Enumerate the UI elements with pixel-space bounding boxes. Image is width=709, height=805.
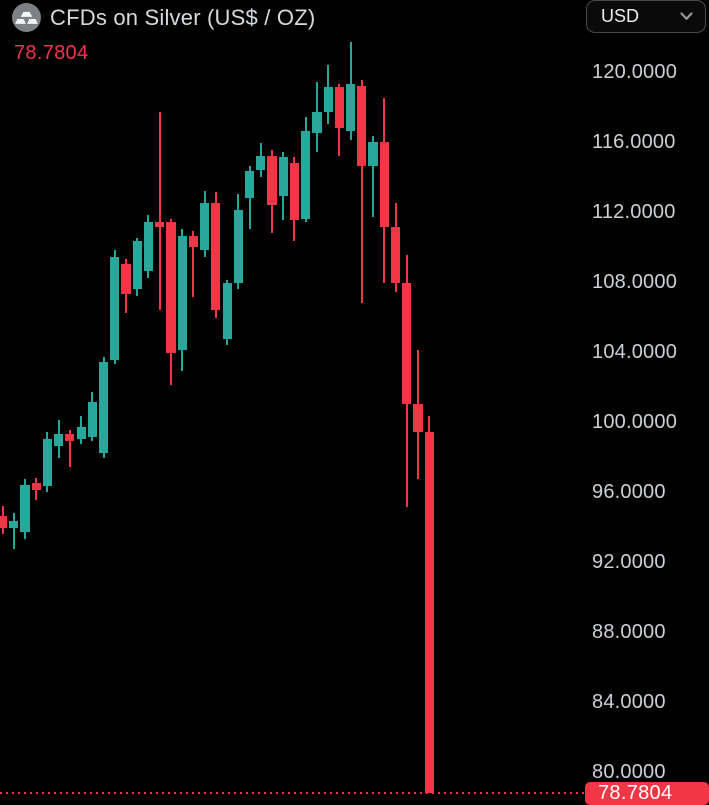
- candle-wick: [68, 430, 71, 468]
- candle-body: [9, 521, 19, 529]
- candle-body: [390, 227, 401, 284]
- price-axis-label: 84.0000: [592, 690, 666, 713]
- candle-body: [244, 171, 255, 198]
- price-axis-label: 116.0000: [592, 130, 676, 153]
- candle-body: [143, 222, 154, 272]
- candle-body: [402, 283, 412, 405]
- candle-body: [413, 404, 423, 433]
- candle-body: [200, 202, 210, 251]
- last-price-badge: 78.7804: [585, 781, 709, 805]
- price-axis-label: 100.0000: [592, 410, 678, 433]
- candle-body: [31, 482, 41, 490]
- currency-dropdown[interactable]: USD: [586, 0, 706, 33]
- candle-body: [121, 264, 131, 294]
- candle-body: [334, 87, 344, 128]
- candle-body: [379, 141, 389, 228]
- candle-wick: [12, 512, 15, 550]
- candle-wick: [372, 136, 375, 217]
- candle-body: [256, 155, 266, 170]
- price-axis-label: 104.0000: [592, 340, 678, 363]
- candle-body: [368, 141, 378, 167]
- chart-header: CFDs on Silver (US$ / OZ): [12, 3, 315, 32]
- candle-body: [0, 516, 8, 529]
- candle-body: [132, 241, 142, 289]
- silver-ingots-icon: [12, 3, 41, 32]
- candle-body: [211, 202, 221, 310]
- candle-body: [166, 222, 176, 354]
- candle-wick: [158, 111, 161, 310]
- candle-body: [357, 85, 367, 167]
- candle-body: [233, 209, 243, 284]
- candle-wick: [248, 166, 251, 230]
- candle-body: [222, 283, 232, 340]
- candle-body: [188, 236, 198, 247]
- candle-body: [110, 257, 120, 361]
- candle-body: [76, 426, 86, 440]
- page-title: CFDs on Silver (US$ / OZ): [50, 4, 316, 30]
- candle-body: [177, 236, 187, 350]
- candle-body: [267, 155, 277, 205]
- candle-body: [54, 433, 64, 447]
- candle-wick: [192, 230, 195, 298]
- price-axis-label: 92.0000: [592, 550, 666, 573]
- candle-body: [155, 222, 165, 228]
- price-axis-label: 80.0000: [592, 760, 666, 783]
- currency-dropdown-value: USD: [601, 6, 640, 26]
- price-axis-label: 120.0000: [592, 60, 678, 83]
- candle-body: [87, 402, 97, 438]
- candle-body: [278, 157, 288, 196]
- price-axis-label: 96.0000: [592, 480, 666, 503]
- candle-body: [289, 162, 300, 221]
- price-axis-label: 88.0000: [592, 620, 666, 643]
- candle-body: [42, 439, 52, 487]
- price-axis-label: 112.0000: [592, 200, 676, 223]
- candle-body: [424, 432, 434, 794]
- chevron-down-icon: [680, 12, 693, 20]
- candle-body: [98, 362, 109, 454]
- candle-body: [20, 484, 30, 532]
- last-price-line: [0, 792, 585, 795]
- candle-wick: [360, 80, 363, 303]
- candle-body: [346, 83, 356, 132]
- candle-body: [301, 131, 311, 219]
- last-price-readout: 78.7804: [14, 42, 89, 64]
- price-axis-label: 108.0000: [592, 270, 678, 293]
- candle-body: [323, 87, 333, 112]
- candle-body: [312, 111, 322, 133]
- candle-body: [65, 433, 75, 441]
